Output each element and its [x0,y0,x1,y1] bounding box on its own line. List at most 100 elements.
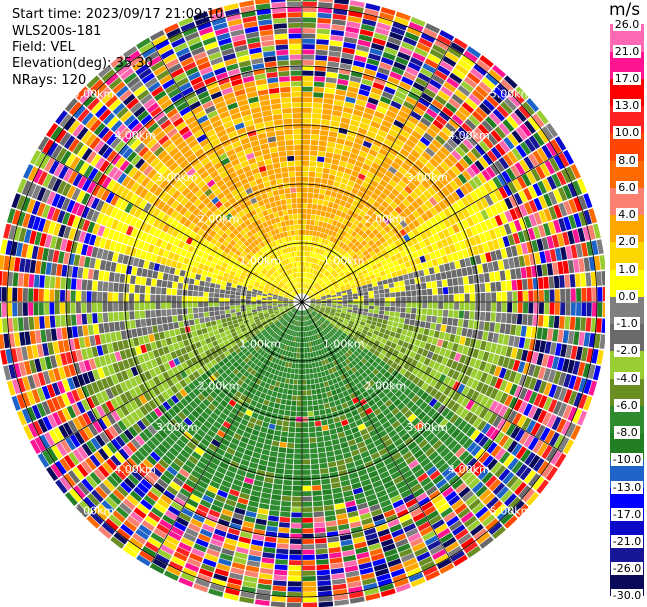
range-gate [400,41,415,52]
range-gate [426,128,438,138]
range-gate [313,86,324,93]
range-gate [270,396,277,403]
range-gate [469,293,475,302]
range-gate [321,316,326,321]
range-gate [366,331,373,337]
range-gate [354,137,364,145]
range-gate [302,107,312,113]
range-gate [473,274,480,284]
range-gate [28,316,35,330]
range-gate [329,471,339,478]
range-gate [276,392,283,399]
range-gate [304,256,307,262]
range-gate [504,394,514,407]
range-gate [326,295,332,299]
range-gate [380,338,388,345]
range-gate [326,71,338,79]
range-gate [474,311,480,321]
range-gate [441,186,451,197]
range-gate [411,308,417,314]
range-gate [490,250,498,262]
range-gate [353,304,359,308]
range-gate [470,445,482,457]
range-gate [398,180,407,189]
range-gate [368,309,374,314]
range-gate [286,453,294,459]
range-gate [390,342,397,349]
range-gate [493,365,502,377]
range-gate [370,42,385,51]
range-gate [580,273,587,287]
range-gate [444,246,452,255]
range-gate [462,138,474,150]
range-gate [591,240,599,255]
range-gate [367,239,375,247]
range-gate [582,226,591,241]
range-gate [372,221,380,228]
range-gate [516,176,527,189]
range-gate [413,106,425,117]
range-gate [346,311,352,316]
range-gate [353,247,360,254]
range-gate [326,265,331,271]
range-gate [359,122,370,130]
range-gate [338,68,351,76]
range-gate [407,153,418,163]
range-gate [511,90,525,104]
range-gate [438,373,447,383]
range-gate [355,330,362,336]
range-gate [581,287,587,302]
range-gate [334,94,346,102]
range-gate [315,297,321,300]
range-gate [475,223,484,234]
range-gate [313,506,324,512]
range-gate [478,407,489,419]
range-gate [409,404,419,413]
range-gate [337,297,343,301]
range-gate [319,462,328,469]
range-gate [368,125,379,134]
range-gate [480,383,489,395]
range-gate [426,83,440,94]
range-gate [534,252,541,265]
range-gate [179,327,186,335]
range-gate [558,387,568,402]
range-gate [544,250,552,263]
range-gate [368,294,374,299]
range-gate [377,67,391,76]
range-gate [330,278,336,283]
range-gate [347,294,353,298]
range-gate [345,343,352,350]
range-gate [511,280,518,291]
range-gate [434,39,449,51]
range-gate [347,302,353,305]
range-gate [551,416,562,431]
range-gate [312,198,318,205]
range-gate [315,553,329,560]
range-gate [336,268,342,273]
range-gate [318,289,324,294]
range-gate [441,407,451,418]
range-gate [347,180,355,188]
range-gate [320,183,327,190]
range-gate [462,276,469,285]
range-gate [388,166,398,175]
range-gate [188,319,195,326]
range-gate [262,487,272,494]
range-gate [437,65,451,76]
range-gate [597,287,603,302]
range-gate [436,316,443,324]
range-gate [310,302,316,305]
range-gate [345,135,356,142]
range-gate [437,404,446,414]
range-gate [416,289,422,296]
range-gate [407,115,419,126]
range-gate [413,326,420,333]
range-gate [521,417,532,431]
range-gate [267,461,277,468]
range-gate [274,402,281,409]
range-gate [421,165,432,176]
range-gate [263,416,271,423]
range-gate [194,318,200,325]
range-gate [115,331,122,341]
